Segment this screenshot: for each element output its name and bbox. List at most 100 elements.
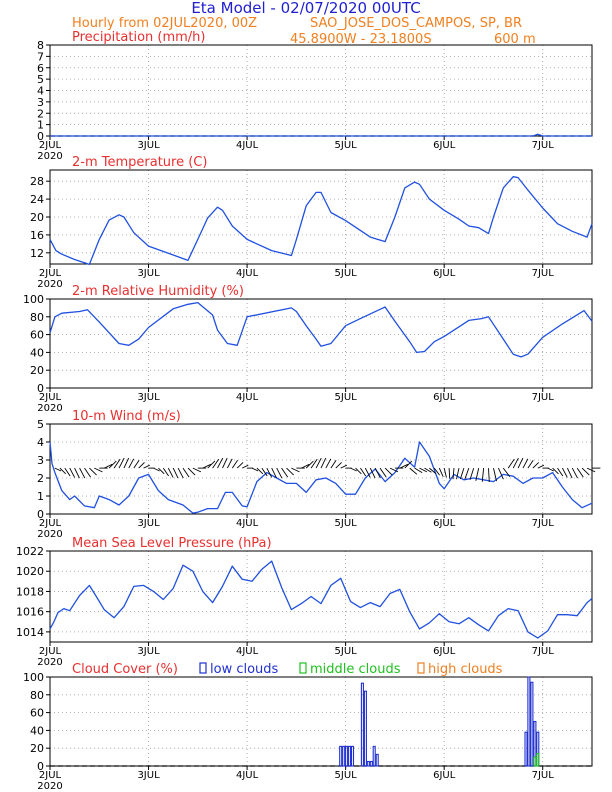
wind-arrow bbox=[547, 467, 554, 472]
wind-arrow bbox=[459, 467, 465, 480]
wind-arrow bbox=[128, 458, 135, 469]
figure-title: Eta Model - 02/07/2020 00UTC bbox=[191, 0, 420, 17]
x-year-label: 2020 bbox=[37, 403, 62, 414]
y-tick-label: 20 bbox=[30, 211, 44, 224]
wind-arrow bbox=[340, 464, 347, 469]
wind-arrow bbox=[108, 460, 117, 469]
wind-arrow bbox=[113, 458, 121, 469]
cloud-bar bbox=[348, 745, 352, 767]
x-tick-label: 5JUL bbox=[335, 268, 358, 279]
y-tick-label: 1018 bbox=[16, 585, 44, 598]
wind-arrow bbox=[364, 467, 371, 478]
wind-arrow bbox=[266, 467, 273, 478]
plot-frame bbox=[49, 550, 593, 643]
x-tick-label: 5JUL bbox=[335, 392, 358, 403]
cloud-bar bbox=[524, 731, 528, 767]
cloud-bar bbox=[350, 745, 355, 767]
wind-arrow bbox=[271, 467, 277, 479]
y-tick-label: 60 bbox=[30, 329, 44, 342]
y-tick-label: 5 bbox=[37, 418, 44, 431]
cloud-bar bbox=[366, 760, 370, 767]
header-coordinates: 45.8900W - 23.1800S bbox=[290, 32, 432, 47]
x-tick-label: 7JUL bbox=[532, 392, 555, 403]
wind-arrow bbox=[227, 458, 233, 469]
x-tick-label: 5JUL bbox=[335, 140, 358, 151]
wind-arrow bbox=[69, 467, 75, 478]
x-tick-label: 7JUL bbox=[532, 268, 555, 279]
wind-arrow bbox=[320, 457, 327, 469]
x-tick-label: 7JUL bbox=[532, 140, 555, 151]
series-line-rh bbox=[49, 301, 593, 358]
y-tick-label: 80 bbox=[30, 689, 44, 702]
x-tick-label: 6JUL bbox=[433, 268, 456, 279]
y-tick-label: 0 bbox=[37, 508, 44, 521]
panel-mslp: 1014 1016 1018 1020 1022 2JUL 3JUL 4JUL 5JUL 6JUL… bbox=[16, 536, 593, 668]
wind-arrow bbox=[217, 457, 224, 469]
y-tick-label: 5 bbox=[37, 73, 44, 86]
wind-arrow bbox=[448, 468, 451, 479]
x-tick-label: 7JUL bbox=[532, 770, 555, 781]
wind-arrow bbox=[84, 467, 91, 478]
wind-arrow bbox=[123, 457, 130, 469]
wind-arrow bbox=[581, 467, 590, 476]
y-tick-label: 40 bbox=[30, 724, 44, 737]
wind-arrow bbox=[507, 458, 515, 469]
x-tick-label: 6JUL bbox=[433, 140, 456, 151]
wind-arrow bbox=[481, 468, 485, 482]
x-tick-label: 7JUL bbox=[532, 646, 555, 657]
cloud-bar bbox=[527, 676, 531, 767]
wind-arrow bbox=[158, 467, 165, 475]
x-year-label: 2020 bbox=[37, 529, 62, 540]
wind-arrow bbox=[212, 458, 220, 469]
cloud-bar bbox=[536, 752, 540, 767]
series-line-temp bbox=[49, 176, 593, 266]
wind-arrow bbox=[281, 467, 289, 478]
wind-arrow bbox=[562, 467, 568, 478]
wind-arrow bbox=[202, 463, 211, 469]
y-tick-label: 0 bbox=[37, 130, 44, 143]
wind-arrow bbox=[251, 467, 259, 472]
y-tick-label: 2 bbox=[37, 107, 44, 120]
plot-frame bbox=[49, 298, 593, 389]
header: Eta Model - 02/07/2020 00UTC Hourly from… bbox=[72, 0, 536, 47]
x-year-label: 2020 bbox=[37, 279, 62, 290]
panel-title: Precipitation (mm/h) bbox=[72, 30, 205, 45]
wind-arrow bbox=[527, 459, 534, 469]
panel-cloud: 0 20 40 60 80 100 2JUL 3JUL 4JUL 5JUL 6JUL 7JUL 2020… bbox=[23, 662, 593, 792]
y-tick-label: 40 bbox=[30, 346, 44, 359]
cloud-bar bbox=[369, 760, 373, 767]
panel-rh: 0 20 40 60 80 100 2JUL 3JUL 4JUL 5JUL 6JUL 7JUL 2020… bbox=[23, 284, 593, 414]
x-tick-label: 4JUL bbox=[236, 140, 259, 151]
x-tick-label: 6JUL bbox=[433, 770, 456, 781]
wind-arrow bbox=[522, 458, 529, 469]
y-tick-label: 60 bbox=[30, 707, 44, 720]
series-line-mslp bbox=[49, 560, 593, 639]
y-tick-label: 100 bbox=[23, 671, 44, 684]
y-tick-label: 7 bbox=[37, 50, 44, 63]
wind-arrow bbox=[325, 458, 332, 469]
wind-arrow bbox=[231, 459, 238, 469]
wind-arrow bbox=[586, 467, 596, 473]
wind-arrow bbox=[571, 467, 578, 479]
wind-arrow bbox=[389, 467, 399, 473]
x-tick-label: 6JUL bbox=[433, 646, 456, 657]
wind-arrow bbox=[384, 467, 393, 476]
panel-wind: 0 1 2 3 4 5 2JUL 3JUL 4JUL 5JUL 6JUL 7JUL 2020 10-m W… bbox=[37, 409, 601, 540]
x-tick-label: 2JUL bbox=[39, 140, 62, 151]
wind-arrow bbox=[464, 467, 470, 480]
wind-arrow bbox=[222, 457, 228, 469]
wind-arrow bbox=[488, 468, 490, 483]
y-tick-label: 1 bbox=[37, 490, 44, 503]
y-tick-label: 80 bbox=[30, 311, 44, 324]
wind-arrow bbox=[162, 467, 169, 477]
wind-arrow bbox=[438, 467, 444, 477]
cloud-bar bbox=[345, 745, 349, 767]
wind-arrow bbox=[172, 467, 179, 479]
x-year-label: 2020 bbox=[37, 781, 62, 792]
wind-arrow bbox=[207, 460, 216, 469]
wind-arrow bbox=[54, 467, 62, 472]
wind-arrow bbox=[502, 467, 511, 477]
wind-arrow bbox=[404, 460, 413, 469]
wind-arrow bbox=[576, 467, 584, 478]
x-year-label: 2020 bbox=[37, 657, 62, 668]
